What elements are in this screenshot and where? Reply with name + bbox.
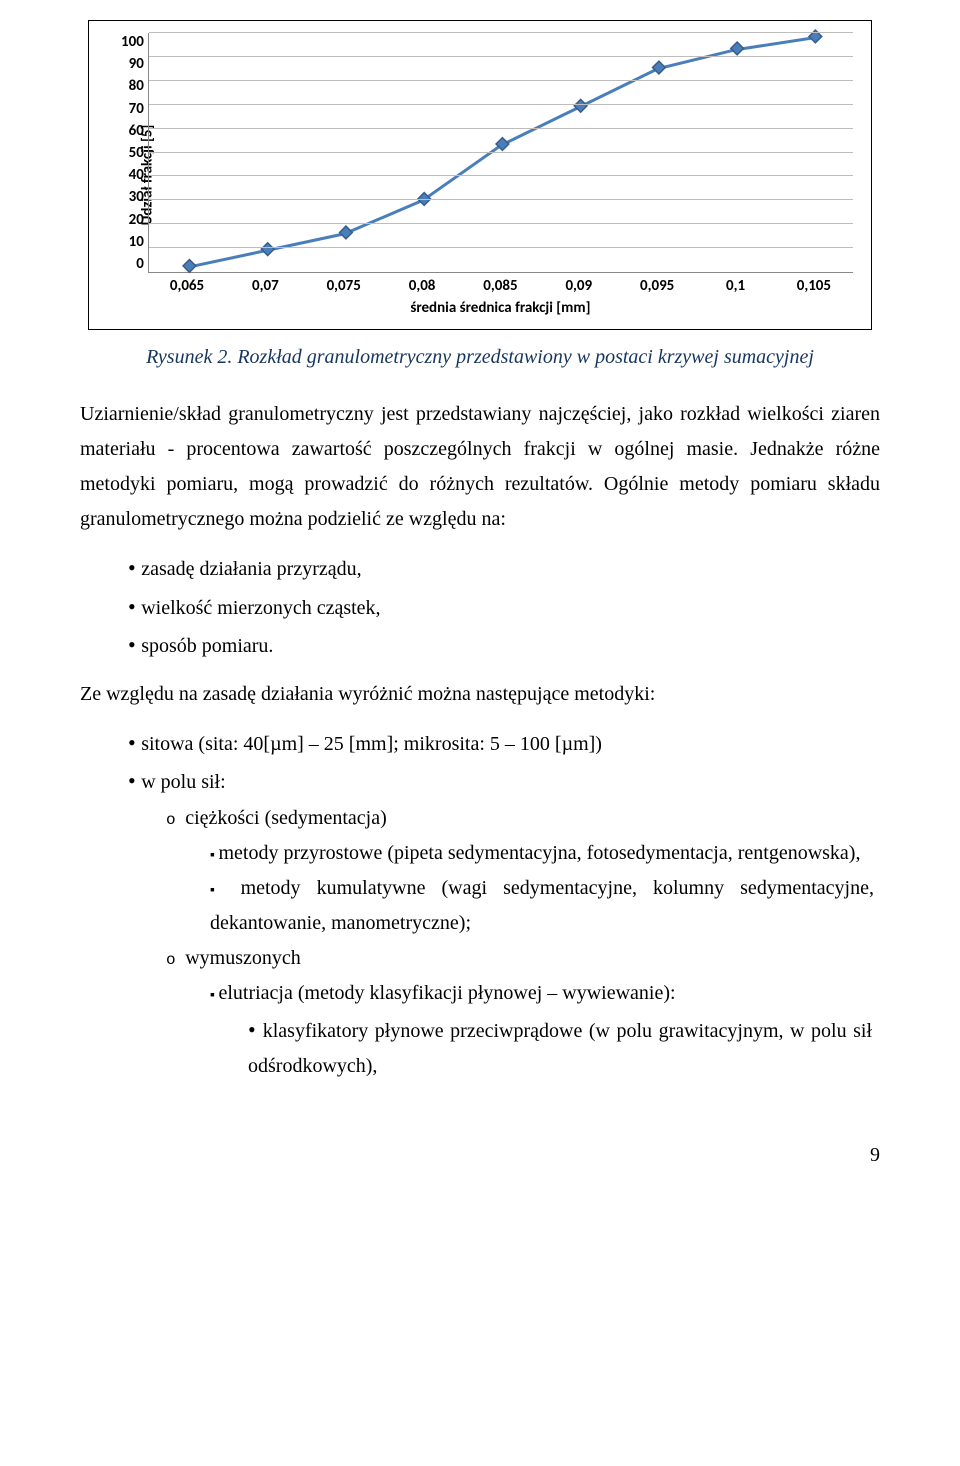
list-item-text: elutriacja (metody klasyfikacji płynowej… bbox=[218, 982, 675, 1004]
xtick: 0,09 bbox=[540, 277, 618, 295]
gridline bbox=[149, 104, 853, 105]
paragraph-2: Ze względu na zasadę działania wyróżnić … bbox=[80, 677, 880, 712]
bullet-list-1: zasadę działania przyrządu, wielkość mie… bbox=[80, 549, 880, 665]
list-item-text: metody kumulatywne (wagi sedymentacyjne,… bbox=[210, 877, 874, 934]
xtick: 0,105 bbox=[775, 277, 853, 295]
ytick: 80 bbox=[129, 77, 144, 95]
plot-area bbox=[148, 33, 853, 273]
list-item: w polu sił: ciężkości (sedymentacja) met… bbox=[128, 762, 880, 1084]
list-item: klasyfikatory płynowe przeciwprądowe (w … bbox=[248, 1011, 874, 1085]
chart-frame: Udział frakcji [5] 100 90 80 70 60 50 40… bbox=[88, 20, 872, 330]
list-item-text: ciężkości (sedymentacja) bbox=[185, 807, 387, 829]
gridline bbox=[149, 32, 853, 33]
ytick: 100 bbox=[121, 33, 144, 51]
bullet-list-2: sitowa (sita: 40[µm] – 25 [mm]; mikrosit… bbox=[80, 724, 880, 1085]
ytick: 70 bbox=[129, 100, 144, 118]
xtick: 0,1 bbox=[696, 277, 774, 295]
sublist-lvl3: metody przyrostowe (pipeta sedymentacyjn… bbox=[166, 836, 876, 941]
figure-caption: Rysunek 2. Rozkład granulometryczny prze… bbox=[80, 346, 880, 369]
ytick: 90 bbox=[129, 55, 144, 73]
sublist-lvl2: ciężkości (sedymentacja) metody przyrost… bbox=[128, 801, 878, 1085]
list-item-text: zasadę działania przyrządu, bbox=[141, 558, 361, 580]
gridline bbox=[149, 152, 853, 153]
ytick: 0 bbox=[136, 255, 144, 273]
plot-column: 0,065 0,07 0,075 0,08 0,085 0,09 0,095 0… bbox=[148, 33, 853, 317]
xtick: 0,08 bbox=[383, 277, 461, 295]
gridline bbox=[149, 56, 853, 57]
ytick: 10 bbox=[129, 233, 144, 251]
list-item: zasadę działania przyrządu, bbox=[128, 549, 880, 588]
gridline bbox=[149, 128, 853, 129]
gridline bbox=[149, 223, 853, 224]
chart-marker bbox=[183, 260, 196, 273]
xtick: 0,065 bbox=[148, 277, 226, 295]
y-axis-label-container: Udział frakcji [5] bbox=[97, 33, 121, 317]
xtick: 0,085 bbox=[461, 277, 539, 295]
chart-inner: Udział frakcji [5] 100 90 80 70 60 50 40… bbox=[97, 33, 853, 317]
list-item: metody przyrostowe (pipeta sedymentacyjn… bbox=[210, 836, 876, 871]
list-item: wielkość mierzonych cząstek, bbox=[128, 588, 880, 627]
xtick: 0,095 bbox=[618, 277, 696, 295]
list-item: metody kumulatywne (wagi sedymentacyjne,… bbox=[210, 871, 876, 941]
list-item-text: sposób pomiaru. bbox=[141, 635, 273, 657]
paragraph-1: Uziarnienie/skład granulometryczny jest … bbox=[80, 397, 880, 537]
xtick: 0,07 bbox=[226, 277, 304, 295]
list-item-text: klasyfikatory płynowe przeciwprądowe (w … bbox=[248, 1020, 872, 1078]
gridline bbox=[149, 199, 853, 200]
sublist-lvl3: elutriacja (metody klasyfikacji płynowej… bbox=[166, 976, 876, 1085]
chart-line bbox=[188, 38, 814, 267]
page-number: 9 bbox=[80, 1144, 880, 1167]
x-axis-label: średnia średnica frakcji [mm] bbox=[148, 299, 853, 317]
gridline bbox=[149, 247, 853, 248]
list-item-text: w polu sił: bbox=[141, 771, 225, 793]
list-item: sposób pomiaru. bbox=[128, 626, 880, 665]
sublist-lvl4: klasyfikatory płynowe przeciwprądowe (w … bbox=[210, 1011, 874, 1085]
chart-marker bbox=[731, 42, 744, 55]
chart-marker bbox=[261, 243, 274, 256]
x-axis-ticks: 0,065 0,07 0,075 0,08 0,085 0,09 0,095 0… bbox=[148, 277, 853, 295]
list-item-text: wymuszonych bbox=[185, 947, 301, 969]
list-item: ciężkości (sedymentacja) metody przyrost… bbox=[166, 801, 878, 941]
chart-svg bbox=[149, 33, 853, 272]
list-item: elutriacja (metody klasyfikacji płynowej… bbox=[210, 976, 876, 1085]
list-item-text: wielkość mierzonych cząstek, bbox=[141, 597, 380, 619]
chart-marker bbox=[339, 226, 352, 239]
xtick: 0,075 bbox=[305, 277, 383, 295]
list-item: wymuszonych elutriacja (metody klasyfika… bbox=[166, 941, 878, 1085]
list-item-text: sitowa (sita: 40[µm] – 25 [mm]; mikrosit… bbox=[141, 733, 602, 755]
list-item: sitowa (sita: 40[µm] – 25 [mm]; mikrosit… bbox=[128, 724, 880, 763]
gridline bbox=[149, 80, 853, 81]
gridline bbox=[149, 175, 853, 176]
list-item-text: metody przyrostowe (pipeta sedymentacyjn… bbox=[218, 842, 860, 864]
